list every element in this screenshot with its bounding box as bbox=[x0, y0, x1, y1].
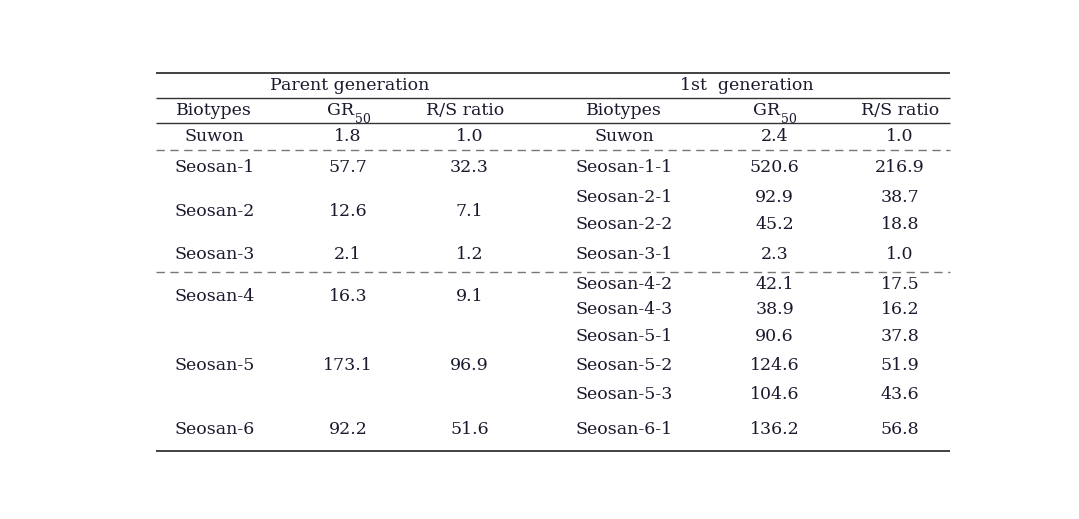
Text: 38.9: 38.9 bbox=[755, 301, 794, 318]
Text: 50: 50 bbox=[355, 113, 371, 126]
Text: 1.0: 1.0 bbox=[886, 245, 914, 263]
Text: 42.1: 42.1 bbox=[755, 276, 794, 293]
Text: Seosan-2-1: Seosan-2-1 bbox=[575, 189, 672, 207]
Text: 216.9: 216.9 bbox=[875, 159, 925, 176]
Text: 2.3: 2.3 bbox=[761, 245, 789, 263]
Text: Biotypes: Biotypes bbox=[176, 102, 252, 119]
Text: 2.4: 2.4 bbox=[761, 128, 789, 145]
Text: GR: GR bbox=[327, 102, 354, 119]
Text: 51.6: 51.6 bbox=[450, 421, 489, 439]
Text: 520.6: 520.6 bbox=[750, 159, 800, 176]
Text: 7.1: 7.1 bbox=[455, 203, 483, 220]
Text: Biotypes: Biotypes bbox=[586, 102, 663, 119]
Text: Seosan-1: Seosan-1 bbox=[174, 159, 255, 176]
Text: 12.6: 12.6 bbox=[329, 203, 368, 220]
Text: 57.7: 57.7 bbox=[329, 159, 368, 176]
Text: Seosan-3-1: Seosan-3-1 bbox=[575, 245, 672, 263]
Text: 1st  generation: 1st generation bbox=[680, 77, 814, 94]
Text: 96.9: 96.9 bbox=[450, 357, 489, 374]
Text: 9.1: 9.1 bbox=[455, 288, 483, 305]
Text: 1.0: 1.0 bbox=[886, 128, 914, 145]
Text: 50: 50 bbox=[781, 113, 797, 126]
Text: GR: GR bbox=[753, 102, 780, 119]
Text: 92.9: 92.9 bbox=[755, 189, 794, 207]
Text: 17.5: 17.5 bbox=[880, 276, 919, 293]
Text: Seosan-4: Seosan-4 bbox=[174, 288, 255, 305]
Text: 92.2: 92.2 bbox=[329, 421, 368, 439]
Text: Seosan-1-1: Seosan-1-1 bbox=[575, 159, 672, 176]
Text: 173.1: 173.1 bbox=[324, 357, 373, 374]
Text: 136.2: 136.2 bbox=[750, 421, 800, 439]
Text: 1.0: 1.0 bbox=[455, 128, 483, 145]
Text: 38.7: 38.7 bbox=[880, 189, 919, 207]
Text: Seosan-4-2: Seosan-4-2 bbox=[575, 276, 672, 293]
Text: Seosan-2-2: Seosan-2-2 bbox=[575, 216, 672, 233]
Text: 16.3: 16.3 bbox=[329, 288, 368, 305]
Text: 45.2: 45.2 bbox=[755, 216, 794, 233]
Text: 2.1: 2.1 bbox=[334, 245, 361, 263]
Text: Suwon: Suwon bbox=[595, 128, 654, 145]
Text: Seosan-2: Seosan-2 bbox=[174, 203, 255, 220]
Text: 51.9: 51.9 bbox=[880, 357, 919, 374]
Text: Suwon: Suwon bbox=[185, 128, 244, 145]
Text: 124.6: 124.6 bbox=[750, 357, 800, 374]
Text: Seosan-6-1: Seosan-6-1 bbox=[575, 421, 672, 439]
Text: Parent generation: Parent generation bbox=[270, 77, 429, 94]
Text: 90.6: 90.6 bbox=[755, 328, 794, 345]
Text: Seosan-5-2: Seosan-5-2 bbox=[575, 357, 672, 374]
Text: 16.2: 16.2 bbox=[880, 301, 919, 318]
Text: 37.8: 37.8 bbox=[880, 328, 919, 345]
Text: Seosan-5: Seosan-5 bbox=[174, 357, 255, 374]
Text: 43.6: 43.6 bbox=[880, 386, 919, 403]
Text: 56.8: 56.8 bbox=[880, 421, 919, 439]
Text: Seosan-3: Seosan-3 bbox=[174, 245, 255, 263]
Text: 1.2: 1.2 bbox=[455, 245, 483, 263]
Text: Seosan-5-3: Seosan-5-3 bbox=[575, 386, 672, 403]
Text: 18.8: 18.8 bbox=[880, 216, 919, 233]
Text: 104.6: 104.6 bbox=[750, 386, 800, 403]
Text: Seosan-5-1: Seosan-5-1 bbox=[575, 328, 672, 345]
Text: Seosan-6: Seosan-6 bbox=[174, 421, 255, 439]
Text: Seosan-4-3: Seosan-4-3 bbox=[575, 301, 672, 318]
Text: 32.3: 32.3 bbox=[450, 159, 489, 176]
Text: R/S ratio: R/S ratio bbox=[861, 102, 939, 119]
Text: R/S ratio: R/S ratio bbox=[426, 102, 504, 119]
Text: 1.8: 1.8 bbox=[334, 128, 361, 145]
